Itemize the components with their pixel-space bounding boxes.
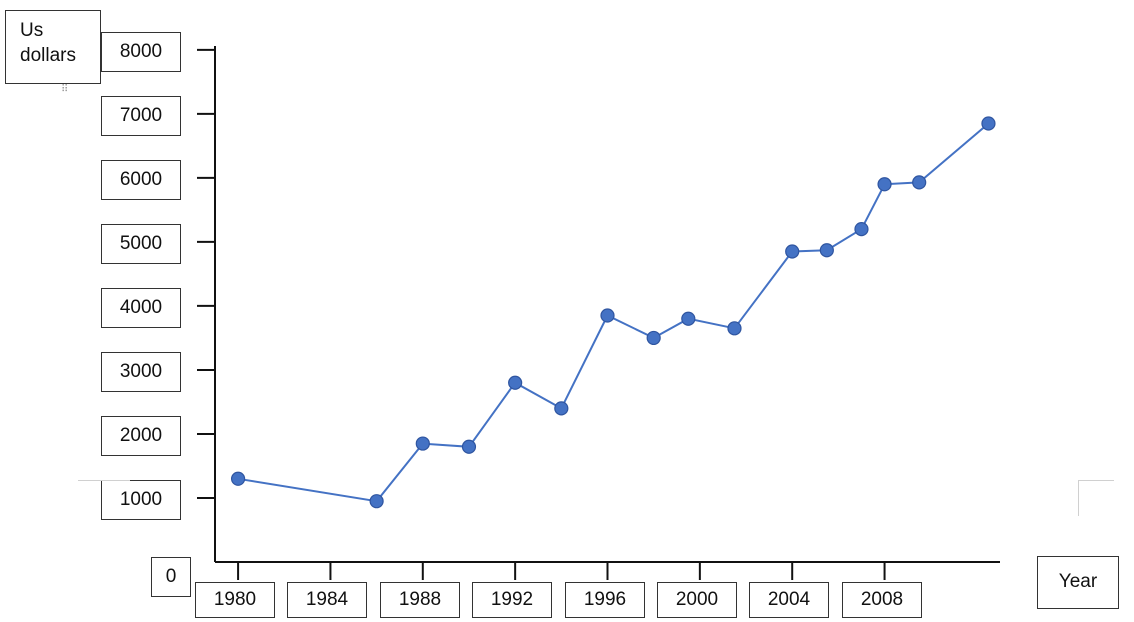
y-tick-label: 2000 <box>101 416 181 456</box>
y-tick-label: 5000 <box>101 224 181 264</box>
frame-fragment <box>1078 480 1114 481</box>
data-point <box>230 471 246 486</box>
y-tick-label: 3000 <box>101 352 181 392</box>
x-tick-label: 1984 <box>287 582 367 618</box>
data-point <box>981 116 996 131</box>
data-point <box>854 221 869 237</box>
data-point <box>646 330 661 346</box>
data-point <box>369 494 384 509</box>
data-point <box>819 243 834 258</box>
data-point <box>785 244 800 259</box>
x-tick-label: 2000 <box>657 582 737 618</box>
y-tick-label: 8000 <box>101 32 181 72</box>
y-tick-label: 7000 <box>101 96 181 136</box>
data-point <box>554 401 569 416</box>
data-point <box>415 436 430 451</box>
axes <box>197 46 1000 580</box>
frame-fragment <box>1078 480 1079 516</box>
y-axis-title: Us dollars <box>5 10 101 84</box>
x-axis-title: Year <box>1037 556 1119 609</box>
x-tick-label: 1996 <box>565 582 645 618</box>
data-point <box>912 175 927 190</box>
data-point <box>461 439 477 454</box>
data-point <box>681 311 696 326</box>
data-point <box>508 375 523 390</box>
y-tick-label: 6000 <box>101 160 181 200</box>
x-tick-label: 1988 <box>380 582 460 618</box>
y-tick-label: 4000 <box>101 288 181 328</box>
data-point <box>877 177 892 192</box>
series-layer <box>230 116 996 509</box>
frame-fragment <box>78 480 130 481</box>
x-tick-label: 1992 <box>472 582 552 618</box>
x-tick-label: 1980 <box>195 582 275 618</box>
x-tick-label: 2004 <box>749 582 829 618</box>
y-tick-label: 1000 <box>101 480 181 520</box>
y-tick-label: 0 <box>151 557 191 597</box>
drag-handle-icon[interactable]: ⠿ <box>61 84 70 95</box>
x-tick-label: 2008 <box>842 582 922 618</box>
series-line <box>237 122 990 503</box>
data-point <box>600 308 615 323</box>
data-point <box>727 321 742 336</box>
